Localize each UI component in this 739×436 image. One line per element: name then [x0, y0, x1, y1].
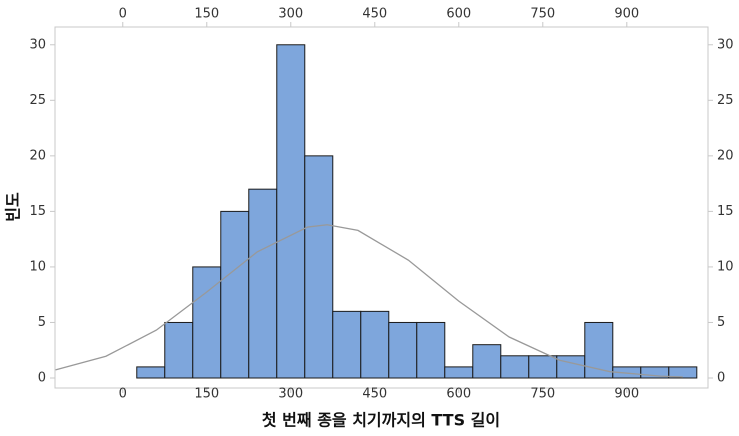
y-tick-label-right: 5 [717, 315, 725, 330]
x-tick-label-top: 300 [278, 7, 303, 22]
bar [500, 355, 530, 379]
x-tick-label: 900 [614, 387, 639, 402]
x-tick-label: 450 [362, 387, 387, 402]
x-tick-label: 750 [530, 387, 555, 402]
y-axis-title: 빈도 [4, 192, 23, 222]
bar [248, 188, 278, 379]
y-tick-label: 5 [38, 315, 46, 330]
bar [332, 310, 362, 379]
bar [416, 321, 446, 379]
bar [360, 310, 390, 379]
x-tick-label: 300 [278, 387, 303, 402]
y-tick-label-right: 10 [717, 259, 734, 274]
y-tick-label: 20 [29, 148, 46, 163]
bar [528, 355, 558, 379]
x-tick-label-top: 600 [446, 7, 471, 22]
bar [668, 366, 698, 379]
bar [192, 266, 222, 379]
x-tick-label: 600 [446, 387, 471, 402]
y-tick-label-right: 25 [717, 93, 734, 108]
x-tick-label-top: 450 [362, 7, 387, 22]
bar [136, 366, 166, 379]
y-tick-label: 10 [29, 259, 46, 274]
bar [472, 344, 502, 379]
bar [220, 210, 250, 379]
x-tick-label-top: 0 [119, 7, 127, 22]
y-tick-label: 15 [29, 204, 46, 219]
x-tick-label: 0 [119, 387, 127, 402]
y-tick-label-right: 20 [717, 148, 734, 163]
y-tick-label: 25 [29, 93, 46, 108]
bar [388, 321, 418, 379]
bar [164, 321, 194, 379]
x-tick-label-top: 150 [194, 7, 219, 22]
bar [444, 366, 474, 379]
bar [304, 155, 334, 379]
y-tick-label: 0 [38, 371, 46, 386]
x-tick-label-top: 900 [614, 7, 639, 22]
bar [276, 44, 306, 379]
bar [556, 355, 586, 379]
y-tick-label-right: 30 [717, 37, 734, 52]
y-tick-label-right: 0 [717, 371, 725, 386]
y-tick-label-right: 15 [717, 204, 734, 219]
plot-frame [54, 26, 709, 389]
x-tick-label: 150 [194, 387, 219, 402]
fit-curve [55, 224, 683, 378]
x-tick-label-top: 750 [530, 7, 555, 22]
y-tick-label: 30 [29, 37, 46, 52]
x-axis-title: 첫 번째 종을 치기까지의 TTS 길이 [262, 411, 500, 430]
